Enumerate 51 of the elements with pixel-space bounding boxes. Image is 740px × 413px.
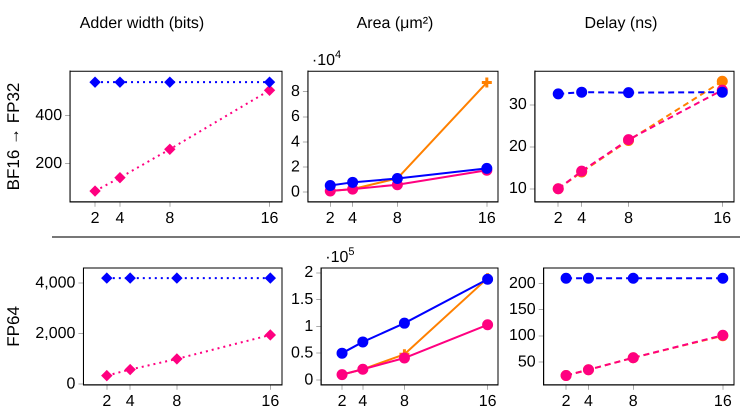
x-tick-label: 16 bbox=[261, 392, 280, 410]
x-tick-label: 2 bbox=[338, 392, 347, 410]
y-tick-label: 0 bbox=[304, 371, 314, 388]
x-tick-label: 16 bbox=[478, 392, 497, 410]
y-tick-label: 1.5 bbox=[290, 291, 314, 308]
x-tick-label: 4 bbox=[116, 210, 124, 227]
x-tick-label: 16 bbox=[478, 210, 496, 227]
x-tick-label: 2 bbox=[102, 392, 112, 410]
y-tick-label: 150 bbox=[508, 301, 536, 318]
x-tick-label: 16 bbox=[260, 210, 279, 227]
x-tick-label: 4 bbox=[348, 210, 358, 227]
y-tick-label: 200 bbox=[508, 274, 536, 292]
x-tick-label: 8 bbox=[165, 210, 174, 227]
x-tick-label: 8 bbox=[624, 210, 634, 227]
chart-title: Delay (ns) bbox=[584, 15, 658, 32]
y-axis-title: BF16 → FP32 bbox=[4, 82, 23, 190]
x-tick-label: 4 bbox=[358, 392, 368, 410]
x-tick-label: 8 bbox=[400, 392, 409, 410]
y-tick-label: 30 bbox=[509, 96, 527, 114]
y-tick-label: 6 bbox=[290, 108, 300, 126]
x-tick-label: 2 bbox=[326, 210, 335, 227]
chart-title: Area (μm²) bbox=[356, 15, 434, 32]
x-tick-label: 8 bbox=[392, 210, 402, 227]
x-tick-label: 8 bbox=[172, 392, 182, 410]
y-tick-label: 2,000 bbox=[35, 325, 76, 342]
x-tick-label: 16 bbox=[713, 210, 732, 227]
x-tick-label: 2 bbox=[554, 210, 563, 227]
y-tick-label: 1 bbox=[304, 318, 314, 335]
y-tick-label: 8 bbox=[290, 83, 300, 100]
y-tick-label: 0.5 bbox=[290, 344, 314, 362]
y-tick-label: 400 bbox=[35, 107, 62, 124]
y-tick-label: 20 bbox=[509, 138, 527, 156]
x-tick-label: 8 bbox=[628, 392, 638, 410]
y-tick-label: 10 bbox=[509, 180, 527, 198]
x-tick-label: 4 bbox=[126, 392, 135, 410]
y-tick-label: 50 bbox=[518, 353, 536, 370]
y-tick-label: 0 bbox=[66, 376, 76, 393]
x-tick-label: 2 bbox=[562, 392, 571, 410]
y-tick-label: 100 bbox=[508, 327, 536, 344]
y-tick-label: 4 bbox=[290, 133, 300, 150]
x-tick-label: 4 bbox=[584, 392, 594, 410]
chart-title: Adder width (bits) bbox=[80, 15, 204, 32]
y-tick-label: 0 bbox=[290, 184, 300, 201]
y-axis-title: FP64 bbox=[4, 306, 23, 347]
x-tick-label: 4 bbox=[577, 210, 586, 227]
y-tick-label: 4,000 bbox=[35, 274, 76, 292]
x-tick-label: 2 bbox=[90, 210, 100, 227]
y-tick-label: 200 bbox=[35, 154, 62, 172]
y-tick-label: 2 bbox=[290, 158, 300, 176]
y-tick-label: 2 bbox=[304, 264, 314, 282]
x-tick-label: 16 bbox=[714, 392, 732, 410]
